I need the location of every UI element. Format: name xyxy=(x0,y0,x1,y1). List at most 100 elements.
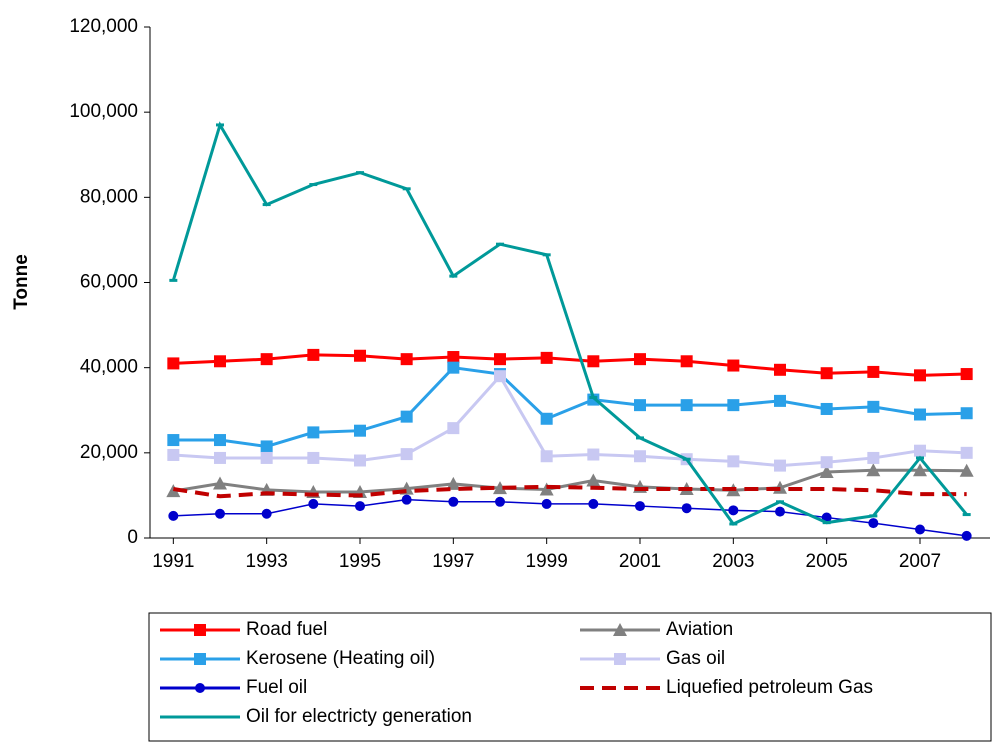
data-point xyxy=(448,496,459,507)
legend-label: Fuel oil xyxy=(246,677,307,698)
data-point xyxy=(680,355,693,368)
data-point xyxy=(960,368,973,381)
data-point xyxy=(727,359,740,372)
legend-marker xyxy=(194,624,206,636)
data-point xyxy=(914,444,926,457)
data-point xyxy=(869,514,878,518)
x-tick-label: 1991 xyxy=(152,551,194,572)
y-tick-label: 80,000 xyxy=(80,186,138,207)
data-point xyxy=(493,481,507,495)
y-tick-label: 100,000 xyxy=(69,101,138,122)
legend-marker xyxy=(194,653,206,665)
data-point xyxy=(449,274,458,278)
data-point xyxy=(307,451,320,464)
data-point xyxy=(915,524,925,535)
data-point xyxy=(169,278,178,282)
data-point xyxy=(214,451,226,464)
series-line xyxy=(173,373,967,468)
data-point xyxy=(866,463,881,477)
data-point xyxy=(260,440,273,453)
data-point xyxy=(354,424,366,437)
data-point xyxy=(587,448,600,461)
data-point xyxy=(634,353,646,366)
data-point xyxy=(587,355,600,368)
y-tick-label: 40,000 xyxy=(80,357,138,378)
data-point xyxy=(541,498,552,509)
x-tick-label: 2005 xyxy=(806,551,848,572)
data-point xyxy=(260,451,273,464)
data-point xyxy=(168,510,179,521)
data-point xyxy=(495,496,505,507)
data-point xyxy=(867,365,880,378)
data-point xyxy=(914,369,926,382)
data-point xyxy=(774,459,786,472)
data-point xyxy=(447,422,460,435)
data-point xyxy=(820,367,833,380)
data-point xyxy=(820,402,833,415)
data-point xyxy=(354,454,366,467)
data-point xyxy=(262,203,271,207)
series-line xyxy=(173,353,967,377)
data-point xyxy=(540,412,553,425)
data-point xyxy=(819,464,834,478)
series-line xyxy=(173,468,967,494)
data-point xyxy=(727,455,740,468)
data-point xyxy=(261,508,272,519)
y-axis-label: Tonne xyxy=(11,254,32,310)
data-point xyxy=(307,426,320,439)
data-point xyxy=(308,498,319,509)
legend-marker xyxy=(196,715,204,719)
legend-box xyxy=(148,612,992,742)
data-point xyxy=(401,494,412,505)
data-point xyxy=(867,400,880,413)
data-point xyxy=(635,501,645,512)
legend-label: Kerosene (Heating oil) xyxy=(246,648,435,669)
data-point xyxy=(960,407,973,420)
legend-marker xyxy=(613,623,627,636)
data-point xyxy=(496,242,504,246)
data-point xyxy=(588,498,599,509)
data-point xyxy=(775,506,785,517)
data-point xyxy=(494,353,506,366)
data-point xyxy=(260,353,273,366)
data-point xyxy=(634,450,646,463)
x-tick-label: 2001 xyxy=(619,551,661,572)
data-point xyxy=(867,451,880,464)
data-point xyxy=(540,450,553,463)
data-point xyxy=(822,521,831,525)
series-line xyxy=(171,121,968,526)
data-point xyxy=(774,363,786,376)
data-point xyxy=(680,399,693,412)
data-point xyxy=(356,171,364,175)
data-point xyxy=(447,361,460,374)
data-point xyxy=(589,395,598,399)
data-point xyxy=(682,457,691,461)
y-tick-label: 20,000 xyxy=(80,442,138,463)
data-point xyxy=(916,456,924,460)
legend-marker xyxy=(614,653,626,665)
legend-label: Gas oil xyxy=(666,648,725,669)
legend-label: Aviation xyxy=(666,619,733,640)
data-point xyxy=(167,448,180,461)
data-point xyxy=(447,351,460,364)
data-point xyxy=(961,530,972,541)
data-point xyxy=(214,434,226,447)
data-point xyxy=(914,408,926,421)
series-line xyxy=(173,366,967,448)
legend-label: Road fuel xyxy=(246,619,327,640)
data-point xyxy=(776,500,784,504)
data-point xyxy=(962,513,971,517)
x-tick-label: 1993 xyxy=(246,551,288,572)
data-point xyxy=(774,394,786,407)
x-tick-label: 2007 xyxy=(899,551,941,572)
data-point xyxy=(729,522,738,526)
data-point xyxy=(494,370,506,383)
data-point xyxy=(309,183,318,187)
data-point xyxy=(167,357,180,370)
data-point xyxy=(400,448,413,461)
data-point xyxy=(728,505,739,516)
data-point xyxy=(913,463,927,477)
y-tick-label: 0 xyxy=(127,527,138,548)
x-tick-label: 1997 xyxy=(432,551,474,572)
data-point xyxy=(402,187,411,191)
